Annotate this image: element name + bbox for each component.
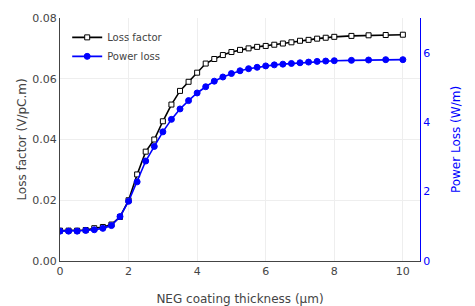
svg-text:4: 4 xyxy=(423,116,430,129)
svg-text:4: 4 xyxy=(194,265,201,278)
svg-text:0.02: 0.02 xyxy=(32,194,57,207)
svg-text:0.00: 0.00 xyxy=(32,255,57,268)
svg-text:NEG coating thickness (μm): NEG coating thickness (μm) xyxy=(156,292,323,306)
svg-text:6: 6 xyxy=(423,47,430,60)
svg-text:0.04: 0.04 xyxy=(32,133,57,146)
svg-text:0.06: 0.06 xyxy=(32,73,57,86)
svg-text:6: 6 xyxy=(262,265,269,278)
svg-text:0.08: 0.08 xyxy=(32,12,57,25)
svg-text:Power loss: Power loss xyxy=(107,51,160,62)
svg-text:Loss factor: Loss factor xyxy=(107,32,162,43)
svg-text:0: 0 xyxy=(423,255,430,268)
svg-text:8: 8 xyxy=(331,265,338,278)
svg-text:10: 10 xyxy=(396,265,410,278)
svg-text:2: 2 xyxy=(423,185,430,198)
svg-text:2: 2 xyxy=(125,265,132,278)
svg-text:Loss factor (V/pC.m): Loss factor (V/pC.m) xyxy=(15,78,29,200)
svg-text:0: 0 xyxy=(57,265,64,278)
svg-text:Power Loss (W/m): Power Loss (W/m) xyxy=(449,86,463,193)
